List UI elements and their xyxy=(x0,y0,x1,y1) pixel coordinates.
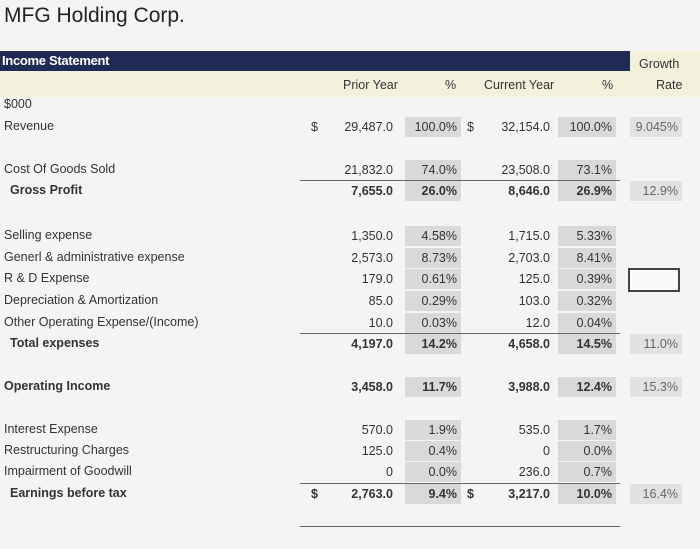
header-prior-year: Prior Year xyxy=(343,78,398,92)
growth-rate[interactable]: 15.3% xyxy=(630,377,682,397)
currency-symbol: $ xyxy=(467,487,474,501)
current-year-pct[interactable]: 12.4% xyxy=(558,377,616,397)
underline-divider xyxy=(300,333,620,334)
current-year-pct[interactable]: 0.39% xyxy=(558,269,616,289)
prior-year-value[interactable]: 570.0 xyxy=(361,423,393,437)
current-year-pct[interactable]: 26.9% xyxy=(558,181,616,201)
current-year-value[interactable]: 8,646.0 xyxy=(508,184,550,198)
prior-year-value[interactable]: 3,458.0 xyxy=(351,380,393,394)
row-label: Revenue xyxy=(4,119,55,133)
growth-rate[interactable]: 16.4% xyxy=(630,484,682,504)
company-title: MFG Holding Corp. xyxy=(4,4,185,27)
prior-year-value[interactable]: 0 xyxy=(386,465,393,479)
prior-year-value[interactable]: 2,763.0 xyxy=(351,487,393,501)
row-label: Other Operating Expense/(Income) xyxy=(4,315,199,329)
section-header-bar: Income Statement xyxy=(0,51,630,71)
header-current-year: Current Year xyxy=(484,78,555,92)
prior-year-value[interactable]: 179.0 xyxy=(361,272,393,286)
current-year-pct[interactable]: 0.0% xyxy=(558,441,616,461)
header-growth: Growth xyxy=(639,57,680,71)
prior-year-pct[interactable]: 100.0% xyxy=(405,117,461,137)
prior-year-pct[interactable]: 4.58% xyxy=(405,226,461,246)
current-year-value[interactable]: 236.0 xyxy=(518,465,550,479)
prior-year-pct[interactable]: 0.0% xyxy=(405,462,461,482)
prior-year-pct[interactable]: 26.0% xyxy=(405,181,461,201)
underline-divider xyxy=(300,526,620,527)
row-label: Restructuring Charges xyxy=(4,443,130,457)
prior-year-value[interactable]: 7,655.0 xyxy=(351,184,393,198)
row-label: Depreciation & Amortization xyxy=(4,293,159,307)
current-year-pct[interactable]: 10.0% xyxy=(558,484,616,504)
current-year-value[interactable]: 103.0 xyxy=(518,294,550,308)
current-year-pct[interactable]: 0.7% xyxy=(558,462,616,482)
current-year-value[interactable]: 2,703.0 xyxy=(508,251,550,265)
prior-year-pct[interactable]: 0.29% xyxy=(405,291,461,311)
prior-year-pct[interactable]: 0.61% xyxy=(405,269,461,289)
current-year-pct[interactable]: 0.04% xyxy=(558,313,616,333)
row-label: Earnings before tax xyxy=(10,486,127,500)
current-year-pct[interactable]: 5.33% xyxy=(558,226,616,246)
current-year-value[interactable]: 23,508.0 xyxy=(501,163,550,177)
header-current-pct: % xyxy=(602,78,614,92)
current-year-pct[interactable]: 0.32% xyxy=(558,291,616,311)
header-prior-pct: % xyxy=(445,78,457,92)
row-label: Selling expense xyxy=(4,228,93,242)
section-title: Income Statement xyxy=(2,53,110,68)
current-year-pct[interactable]: 8.41% xyxy=(558,248,616,268)
row-label: Gross Profit xyxy=(10,183,83,197)
prior-year-pct[interactable]: 14.2% xyxy=(405,334,461,354)
prior-year-pct[interactable]: 11.7% xyxy=(405,377,461,397)
prior-year-value[interactable]: 125.0 xyxy=(361,444,393,458)
current-year-pct[interactable]: 1.7% xyxy=(558,420,616,440)
prior-year-pct[interactable]: 8.73% xyxy=(405,248,461,268)
current-year-value[interactable]: 3,217.0 xyxy=(508,487,550,501)
prior-year-value[interactable]: 4,197.0 xyxy=(351,337,393,351)
growth-rate[interactable]: 12.9% xyxy=(630,181,682,201)
growth-header-band xyxy=(630,51,700,97)
current-year-pct[interactable]: 73.1% xyxy=(558,160,616,180)
underline-divider xyxy=(300,483,620,484)
currency-symbol: $ xyxy=(467,120,474,134)
prior-year-pct[interactable]: 74.0% xyxy=(405,160,461,180)
column-header-band xyxy=(0,71,630,97)
current-year-value[interactable]: 3,988.0 xyxy=(508,380,550,394)
growth-rate[interactable]: 11.0% xyxy=(630,334,682,354)
prior-year-value[interactable]: 29,487.0 xyxy=(344,120,393,134)
selected-cell[interactable] xyxy=(628,268,680,292)
header-rate: Rate xyxy=(656,78,683,92)
underline-divider xyxy=(300,180,620,181)
current-year-value[interactable]: 0 xyxy=(543,444,550,458)
row-label: Operating Income xyxy=(4,379,111,393)
prior-year-pct[interactable]: 0.4% xyxy=(405,441,461,461)
prior-year-value[interactable]: 85.0 xyxy=(368,294,393,308)
currency-symbol: $ xyxy=(311,120,318,134)
currency-symbol: $ xyxy=(311,487,318,501)
current-year-value[interactable]: 535.0 xyxy=(518,423,550,437)
prior-year-pct[interactable]: 9.4% xyxy=(405,484,461,504)
units-label: $000 xyxy=(4,97,32,111)
prior-year-pct[interactable]: 1.9% xyxy=(405,420,461,440)
growth-rate[interactable]: 9.045% xyxy=(630,117,682,137)
current-year-value[interactable]: 125.0 xyxy=(518,272,550,286)
prior-year-value[interactable]: 2,573.0 xyxy=(351,251,393,265)
prior-year-value[interactable]: 1,350.0 xyxy=(351,229,393,243)
current-year-value[interactable]: 12.0 xyxy=(525,316,550,330)
row-label: Generl & administrative expense xyxy=(4,250,185,264)
current-year-pct[interactable]: 100.0% xyxy=(558,117,616,137)
row-label: Total expenses xyxy=(10,336,100,350)
current-year-value[interactable]: 32,154.0 xyxy=(501,120,550,134)
current-year-pct[interactable]: 14.5% xyxy=(558,334,616,354)
row-label: Cost Of Goods Sold xyxy=(4,162,116,176)
prior-year-pct[interactable]: 0.03% xyxy=(405,313,461,333)
row-label: R & D Expense xyxy=(4,271,90,285)
current-year-value[interactable]: 1,715.0 xyxy=(508,229,550,243)
row-label: Interest Expense xyxy=(4,422,98,436)
row-label: Impairment of Goodwill xyxy=(4,464,132,478)
current-year-value[interactable]: 4,658.0 xyxy=(508,337,550,351)
prior-year-value[interactable]: 10.0 xyxy=(368,316,393,330)
prior-year-value[interactable]: 21,832.0 xyxy=(344,163,393,177)
